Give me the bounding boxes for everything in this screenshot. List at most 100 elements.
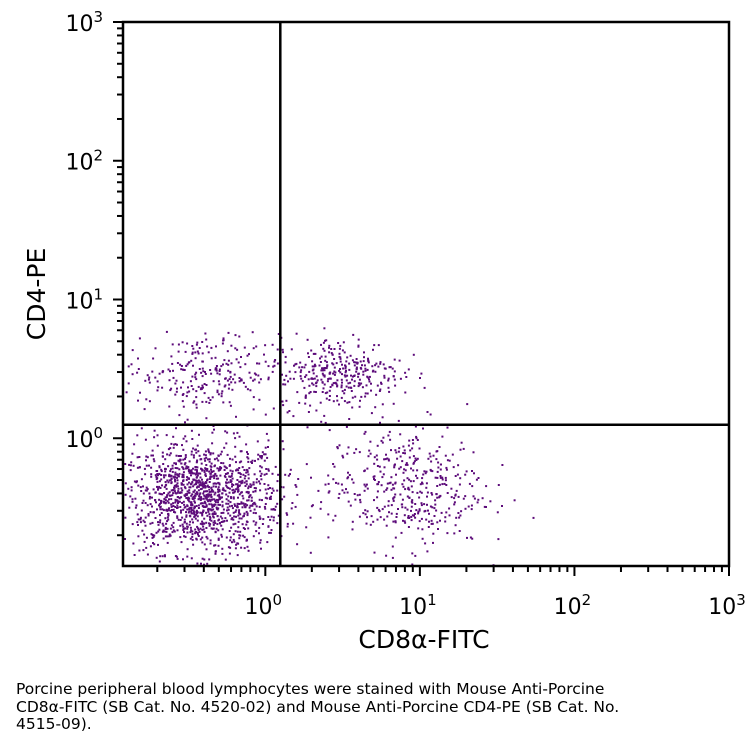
data-point xyxy=(290,507,293,510)
data-point xyxy=(136,513,139,516)
data-point xyxy=(176,507,178,509)
data-point xyxy=(195,538,198,541)
data-point xyxy=(248,506,251,509)
data-point xyxy=(212,527,215,530)
data-point xyxy=(348,474,351,476)
data-point xyxy=(305,463,308,466)
data-point xyxy=(318,364,321,367)
data-point xyxy=(334,381,337,384)
data-point xyxy=(353,361,356,364)
data-point xyxy=(217,380,220,383)
data-point xyxy=(339,356,342,359)
data-point xyxy=(470,508,473,511)
data-point xyxy=(217,538,220,541)
data-point xyxy=(397,508,399,510)
data-point xyxy=(234,530,237,533)
data-point xyxy=(216,508,219,511)
data-point xyxy=(464,473,467,476)
data-point xyxy=(185,494,188,496)
data-point xyxy=(418,496,421,499)
data-point xyxy=(180,483,183,486)
data-point xyxy=(191,535,194,538)
data-point xyxy=(157,521,159,524)
data-point xyxy=(208,401,211,404)
data-point xyxy=(420,517,423,520)
data-point xyxy=(223,469,226,471)
data-point xyxy=(202,497,205,500)
data-point xyxy=(207,449,210,452)
data-point xyxy=(277,514,280,517)
data-point xyxy=(332,372,335,375)
data-point xyxy=(348,362,351,365)
data-point xyxy=(154,474,157,477)
data-point xyxy=(340,384,343,387)
data-point xyxy=(227,359,230,362)
data-point xyxy=(304,375,307,378)
data-point xyxy=(291,502,294,504)
data-point xyxy=(264,453,267,456)
data-point xyxy=(281,440,284,443)
data-point xyxy=(208,481,211,483)
data-point xyxy=(225,484,228,487)
data-point xyxy=(259,475,262,477)
data-point xyxy=(218,370,221,372)
data-point xyxy=(232,523,235,526)
data-point xyxy=(497,484,500,486)
data-point xyxy=(172,446,175,449)
data-point xyxy=(263,505,266,508)
data-point xyxy=(215,345,217,348)
data-point xyxy=(212,452,215,455)
data-point xyxy=(200,458,203,461)
data-point xyxy=(128,463,131,466)
data-point xyxy=(379,388,382,391)
data-point xyxy=(219,497,221,500)
data-point xyxy=(387,377,390,380)
data-point xyxy=(360,395,363,398)
data-point xyxy=(227,502,230,505)
data-point xyxy=(191,530,194,533)
data-point xyxy=(240,502,243,505)
data-point xyxy=(388,430,391,433)
data-point xyxy=(410,505,413,508)
data-point xyxy=(341,381,343,384)
data-point xyxy=(254,490,257,493)
data-point xyxy=(246,354,249,357)
data-point xyxy=(393,496,396,499)
data-point xyxy=(332,382,335,385)
data-point xyxy=(238,509,241,512)
data-point xyxy=(151,370,154,373)
data-point xyxy=(237,361,240,364)
data-point xyxy=(200,387,203,390)
data-point xyxy=(195,396,198,399)
data-point xyxy=(435,458,438,461)
data-point xyxy=(201,360,204,363)
data-point xyxy=(435,493,438,496)
data-point xyxy=(394,520,397,523)
data-point xyxy=(239,366,242,369)
data-point xyxy=(192,478,195,481)
data-point xyxy=(170,442,173,445)
data-point xyxy=(429,505,432,508)
data-point xyxy=(160,474,163,476)
data-point xyxy=(244,385,247,388)
data-point xyxy=(229,501,232,504)
data-point xyxy=(200,467,202,470)
data-point xyxy=(182,479,185,482)
data-point xyxy=(152,542,154,544)
data-point xyxy=(383,466,386,469)
data-point xyxy=(224,473,227,475)
data-point xyxy=(234,437,237,440)
data-point xyxy=(240,501,243,504)
data-point xyxy=(192,456,195,459)
data-point xyxy=(216,499,219,501)
data-point xyxy=(387,379,390,382)
data-point xyxy=(246,388,249,391)
data-point xyxy=(265,492,268,495)
data-point xyxy=(145,489,148,492)
data-point xyxy=(383,374,386,377)
data-point xyxy=(197,527,199,530)
data-point xyxy=(252,511,255,514)
data-point xyxy=(320,501,323,504)
data-point xyxy=(438,483,441,486)
data-point xyxy=(221,505,224,508)
